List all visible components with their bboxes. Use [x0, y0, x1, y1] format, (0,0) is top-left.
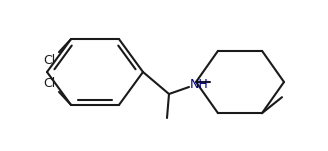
Text: Cl: Cl [43, 77, 55, 90]
Text: NH: NH [190, 77, 208, 90]
Text: Cl: Cl [43, 54, 55, 67]
